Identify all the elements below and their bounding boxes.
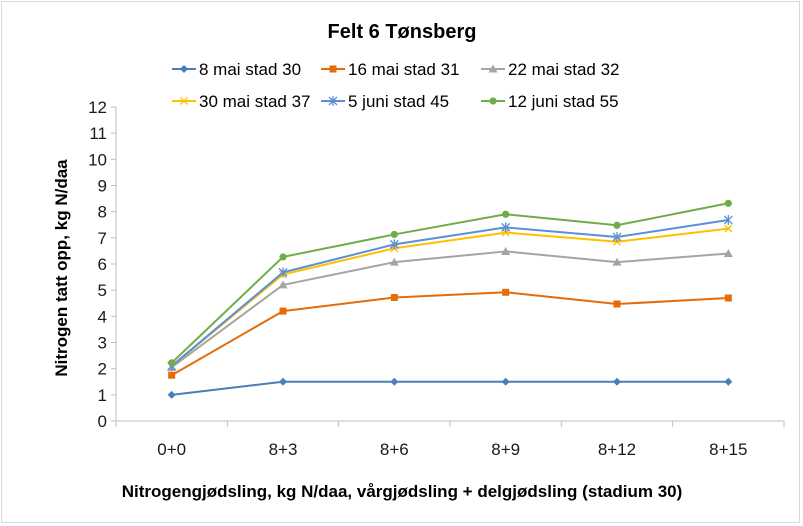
chart-title: Felt 6 Tønsberg <box>328 21 477 43</box>
series-line <box>171 250 729 369</box>
data-point <box>612 257 622 266</box>
legend-label: 8 mai stad 30 <box>199 60 301 79</box>
legend-label: 30 mai stad 37 <box>199 92 311 111</box>
legend-item: 16 mai stad 31 <box>321 60 460 79</box>
x-axis-label: Nitrogengjødsling, kg N/daa, vårgjødslin… <box>122 482 683 501</box>
legend-label: 22 mai stad 32 <box>508 60 620 79</box>
x-tick-label: 8+12 <box>598 440 636 459</box>
series-line <box>171 219 729 367</box>
series-3 <box>167 246 733 371</box>
data-point <box>724 377 733 386</box>
data-point <box>501 246 511 255</box>
legend-label: 5 juni stad 45 <box>348 92 449 111</box>
data-point <box>389 239 399 250</box>
data-point <box>502 288 510 296</box>
data-point <box>612 232 622 243</box>
legend-marker <box>328 96 338 106</box>
y-tick-label: 3 <box>98 334 107 353</box>
series-line <box>171 227 729 367</box>
data-point <box>390 377 399 386</box>
y-tick-label: 6 <box>98 255 107 274</box>
data-point <box>502 210 510 218</box>
data-point <box>724 224 733 233</box>
data-point <box>723 215 733 226</box>
legend-label: 16 mai stad 31 <box>348 60 460 79</box>
y-tick-label: 4 <box>98 307 107 326</box>
data-point <box>168 371 176 379</box>
data-point <box>390 230 398 239</box>
x-tick-label: 8+9 <box>491 440 520 459</box>
y-tick-label: 12 <box>88 98 107 117</box>
data-point <box>168 359 176 367</box>
data-point <box>278 280 288 289</box>
y-tick-label: 10 <box>88 150 107 169</box>
legend: 8 mai stad 30 16 mai stad 31 22 mai stad 3… <box>172 60 620 111</box>
legend-marker <box>180 97 188 105</box>
series-5 <box>167 215 733 372</box>
x-tick-label: 8+6 <box>380 440 409 459</box>
y-tick-label: 11 <box>89 124 107 143</box>
legend-label: 12 juni stad 55 <box>508 92 619 111</box>
y-tick-label: 2 <box>98 360 107 379</box>
y-tick-label: 9 <box>98 177 107 196</box>
legend-item: 12 juni stad 55 <box>481 92 619 111</box>
legend-marker <box>180 65 188 73</box>
data-point <box>613 377 621 386</box>
data-point <box>279 307 287 315</box>
y-tick-label: 8 <box>98 203 107 222</box>
data-point <box>501 377 510 386</box>
y-tick-label: 0 <box>98 412 107 431</box>
legend-marker <box>488 64 498 73</box>
data-point <box>613 300 621 308</box>
y-axis-label: Nitrogen tatt opp, kg N/daa <box>52 159 71 377</box>
legend-item: 8 mai stad 30 <box>172 60 301 79</box>
data-point <box>389 257 399 266</box>
series-line <box>171 291 729 377</box>
data-point <box>390 293 398 301</box>
x-tick-label: 8+15 <box>709 440 747 459</box>
data-point <box>167 390 176 399</box>
y-tick-label: 1 <box>98 386 107 405</box>
data-point <box>723 249 733 258</box>
legend-marker <box>489 97 497 105</box>
legend-item: 30 mai stad 37 <box>172 92 311 111</box>
y-tick-label: 7 <box>98 229 107 248</box>
legend-item: 5 juni stad 45 <box>321 92 449 111</box>
series-line <box>170 202 729 364</box>
y-tick-label: 5 <box>98 281 107 300</box>
data-point <box>279 253 287 261</box>
legend-marker <box>329 65 337 73</box>
data-point <box>501 222 511 233</box>
series-line <box>171 380 729 396</box>
data-point <box>724 294 732 302</box>
series-6 <box>168 199 732 367</box>
series-1 <box>167 377 733 399</box>
data-point <box>613 221 621 229</box>
data-point <box>279 377 287 386</box>
data-point <box>724 199 732 207</box>
legend-item: 22 mai stad 32 <box>481 60 620 79</box>
x-tick-label: 0+0 <box>157 440 186 459</box>
series-group <box>167 199 733 399</box>
data-point <box>278 267 288 278</box>
x-tick-label: 8+3 <box>269 440 298 459</box>
series-2 <box>168 288 732 379</box>
